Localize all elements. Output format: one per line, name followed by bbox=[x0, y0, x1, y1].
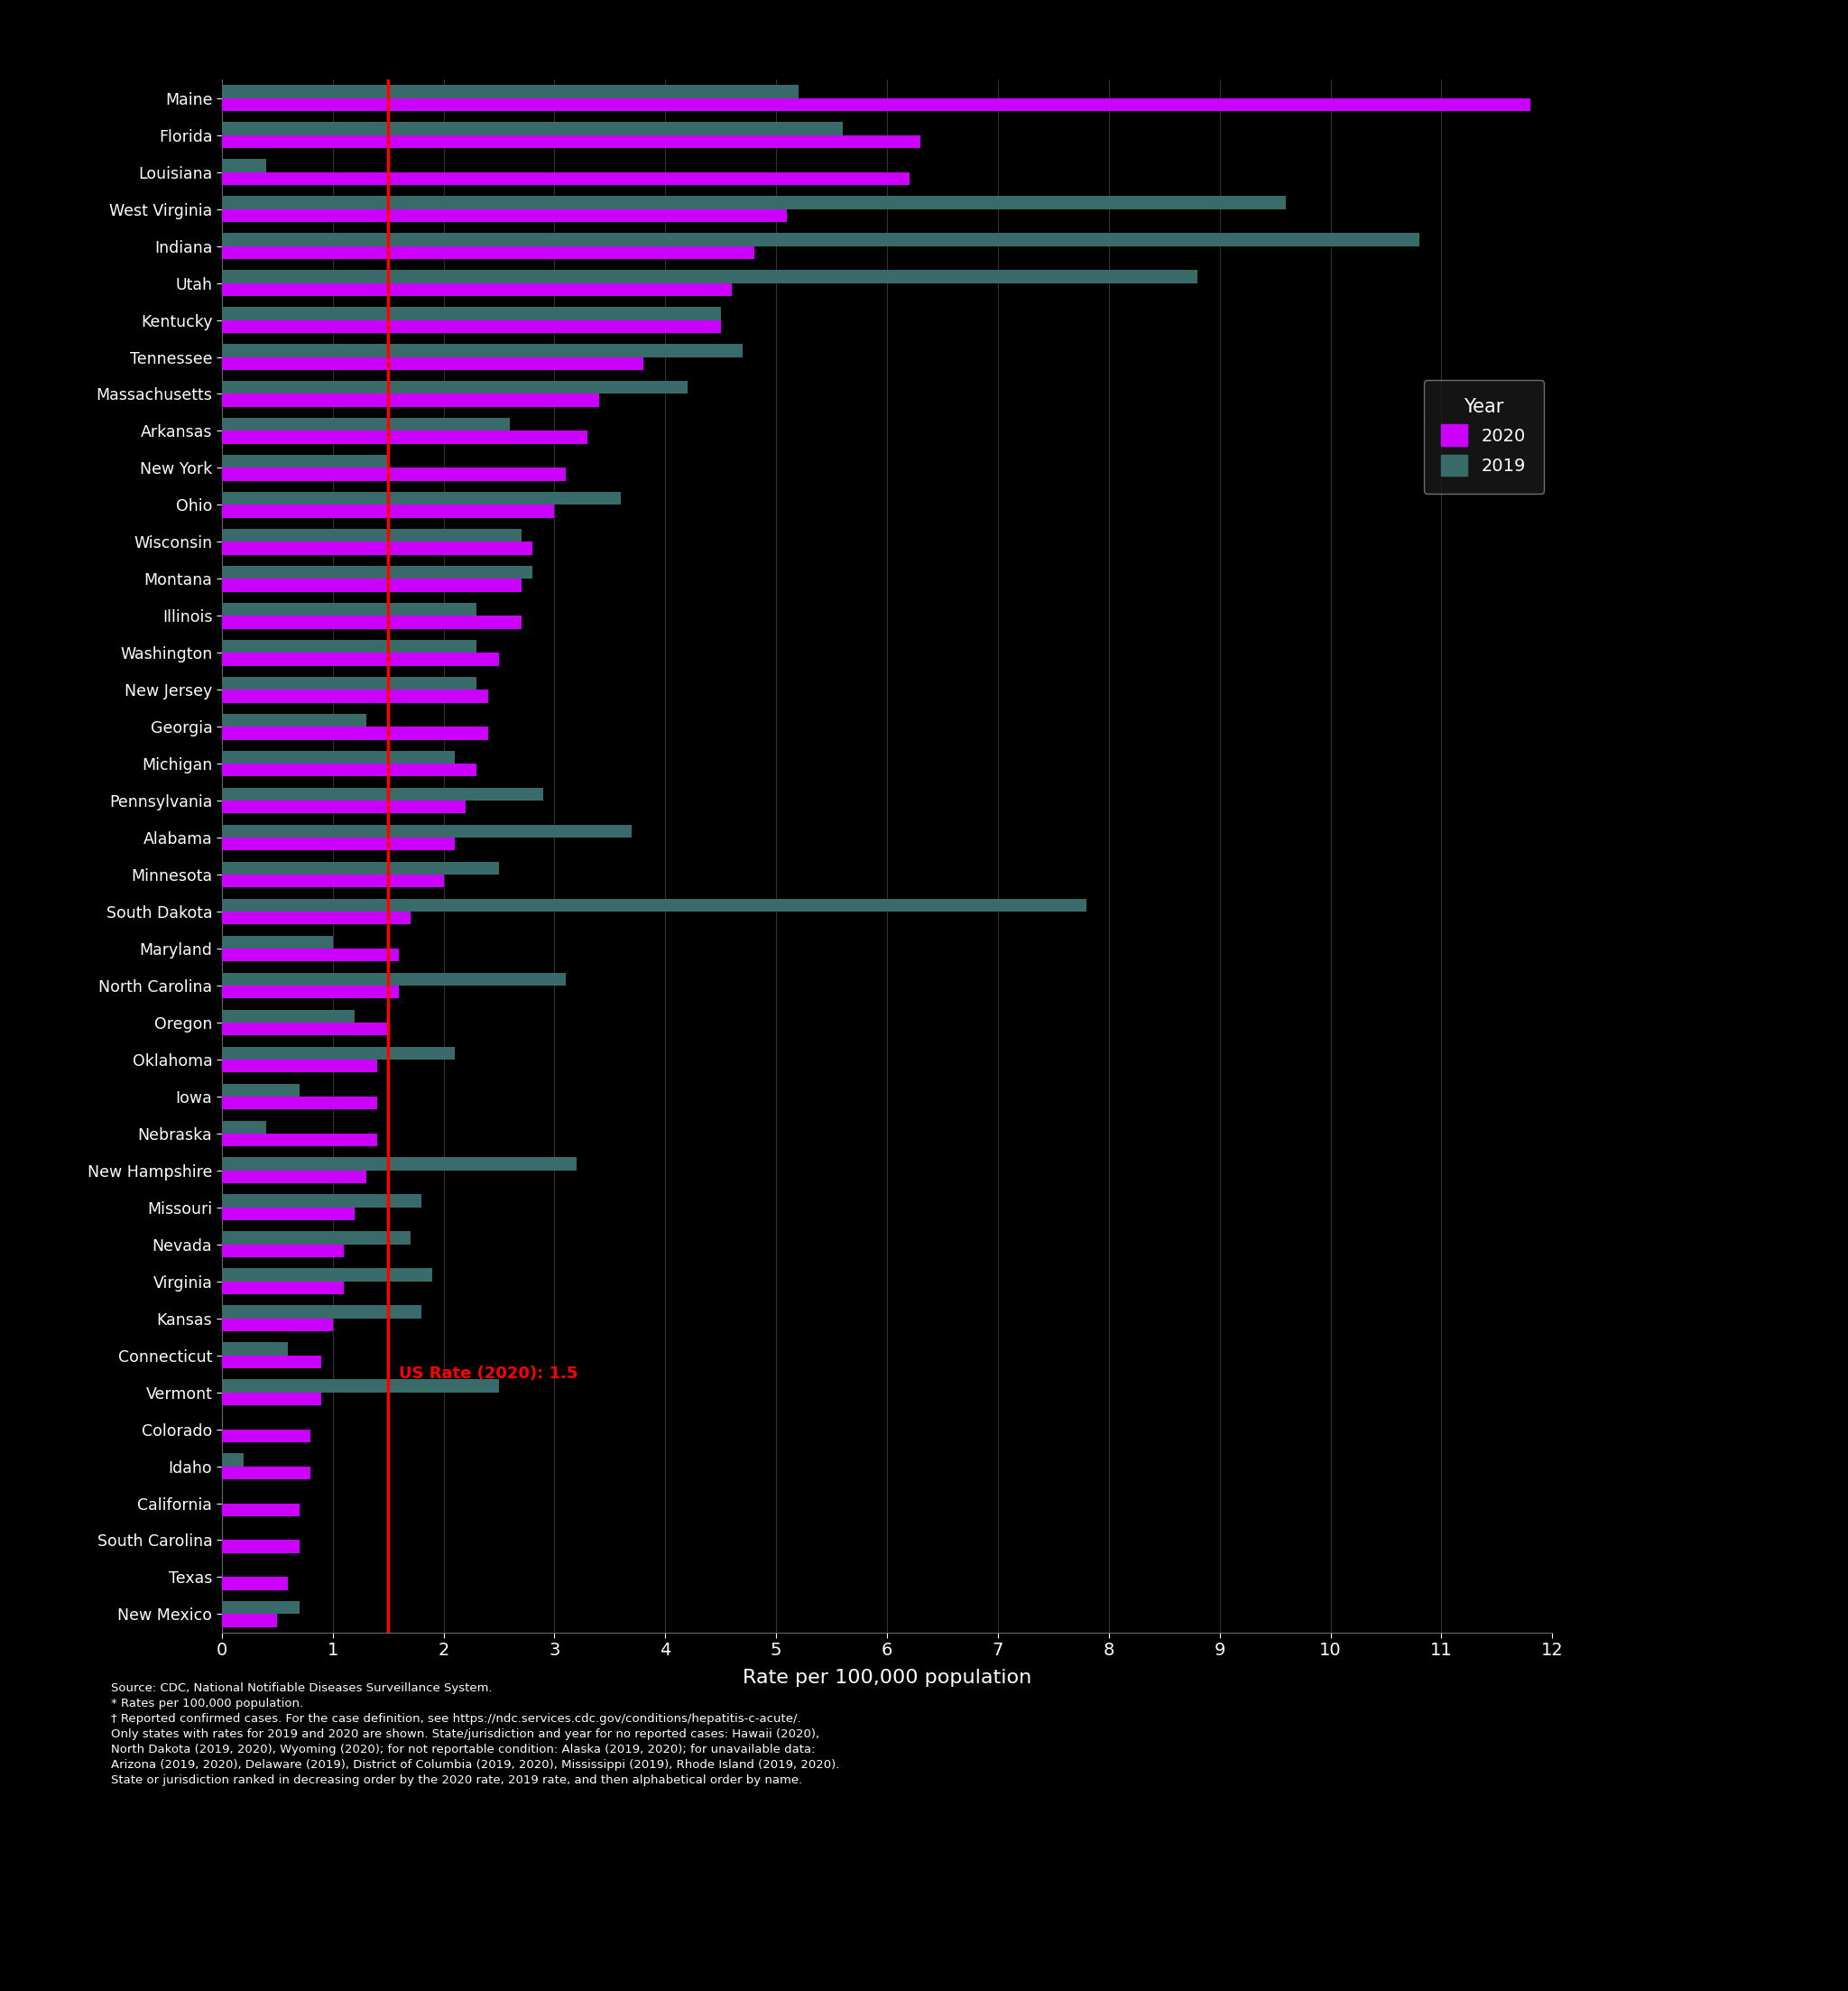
Bar bbox=[222, 542, 532, 555]
Bar bbox=[222, 159, 266, 171]
Bar bbox=[222, 1577, 288, 1591]
Bar bbox=[222, 1615, 277, 1627]
Bar bbox=[222, 344, 743, 356]
Bar bbox=[222, 689, 488, 703]
Bar bbox=[222, 986, 399, 999]
Bar bbox=[222, 86, 798, 98]
Bar bbox=[222, 936, 333, 948]
Bar bbox=[222, 1380, 499, 1392]
Bar bbox=[222, 1392, 322, 1406]
Bar bbox=[222, 751, 455, 765]
Bar bbox=[222, 1356, 322, 1368]
Bar bbox=[222, 1306, 421, 1318]
Bar bbox=[222, 171, 909, 185]
Bar bbox=[222, 1157, 577, 1171]
Bar bbox=[222, 121, 843, 135]
Bar bbox=[222, 135, 920, 147]
Bar bbox=[222, 418, 510, 430]
Bar bbox=[222, 1541, 299, 1553]
Bar bbox=[222, 1171, 366, 1183]
Bar bbox=[222, 1244, 344, 1258]
Bar bbox=[222, 1282, 344, 1294]
Bar bbox=[222, 565, 532, 579]
Bar bbox=[222, 727, 488, 741]
Text: Source: CDC, National Notifiable Diseases Surveillance System.
* Rates per 100,0: Source: CDC, National Notifiable Disease… bbox=[111, 1682, 839, 1786]
Bar bbox=[222, 1047, 455, 1059]
Bar bbox=[222, 307, 721, 321]
Bar bbox=[222, 615, 521, 629]
Bar bbox=[222, 1009, 355, 1023]
Bar bbox=[222, 1430, 310, 1441]
Bar bbox=[222, 283, 732, 297]
Bar bbox=[222, 715, 366, 727]
Bar bbox=[222, 1133, 377, 1147]
Bar bbox=[222, 579, 521, 591]
Bar bbox=[222, 209, 787, 223]
Bar bbox=[222, 98, 1530, 111]
Bar bbox=[222, 492, 621, 506]
Bar bbox=[222, 1453, 244, 1465]
X-axis label: Rate per 100,000 population: Rate per 100,000 population bbox=[743, 1668, 1031, 1686]
Bar bbox=[222, 912, 410, 924]
Bar bbox=[222, 1023, 388, 1035]
Bar bbox=[222, 974, 565, 986]
Bar bbox=[222, 788, 543, 800]
Bar bbox=[222, 321, 721, 332]
Bar bbox=[222, 1318, 333, 1332]
Bar bbox=[222, 824, 632, 838]
Bar bbox=[222, 380, 687, 394]
Bar bbox=[222, 677, 477, 689]
Bar bbox=[222, 1465, 310, 1479]
Bar bbox=[222, 1601, 299, 1615]
Bar bbox=[222, 506, 554, 518]
Bar bbox=[222, 530, 521, 542]
Bar bbox=[222, 653, 499, 665]
Bar bbox=[222, 1207, 355, 1220]
Legend: 2020, 2019: 2020, 2019 bbox=[1423, 380, 1543, 494]
Bar bbox=[222, 394, 599, 406]
Bar bbox=[222, 898, 1087, 912]
Bar bbox=[222, 1503, 299, 1517]
Bar bbox=[222, 1097, 377, 1109]
Bar bbox=[222, 800, 466, 814]
Bar bbox=[222, 456, 388, 468]
Bar bbox=[222, 1342, 288, 1356]
Bar bbox=[222, 765, 477, 776]
Bar bbox=[222, 247, 754, 259]
Bar bbox=[222, 1230, 410, 1244]
Bar bbox=[222, 874, 444, 888]
Bar bbox=[222, 639, 477, 653]
Bar bbox=[222, 838, 455, 850]
Bar bbox=[222, 1195, 421, 1207]
Bar bbox=[222, 356, 643, 370]
Bar bbox=[222, 1121, 266, 1133]
Bar bbox=[222, 1059, 377, 1073]
Bar bbox=[222, 430, 588, 444]
Bar bbox=[222, 233, 1419, 247]
Text: US Rate (2020): 1.5: US Rate (2020): 1.5 bbox=[399, 1366, 578, 1382]
Bar bbox=[222, 948, 399, 962]
Bar bbox=[222, 1083, 299, 1097]
Bar bbox=[222, 271, 1198, 283]
Bar bbox=[222, 862, 499, 874]
Bar bbox=[222, 468, 565, 482]
Bar bbox=[222, 1268, 432, 1282]
Bar bbox=[222, 603, 477, 615]
Bar bbox=[222, 197, 1286, 209]
